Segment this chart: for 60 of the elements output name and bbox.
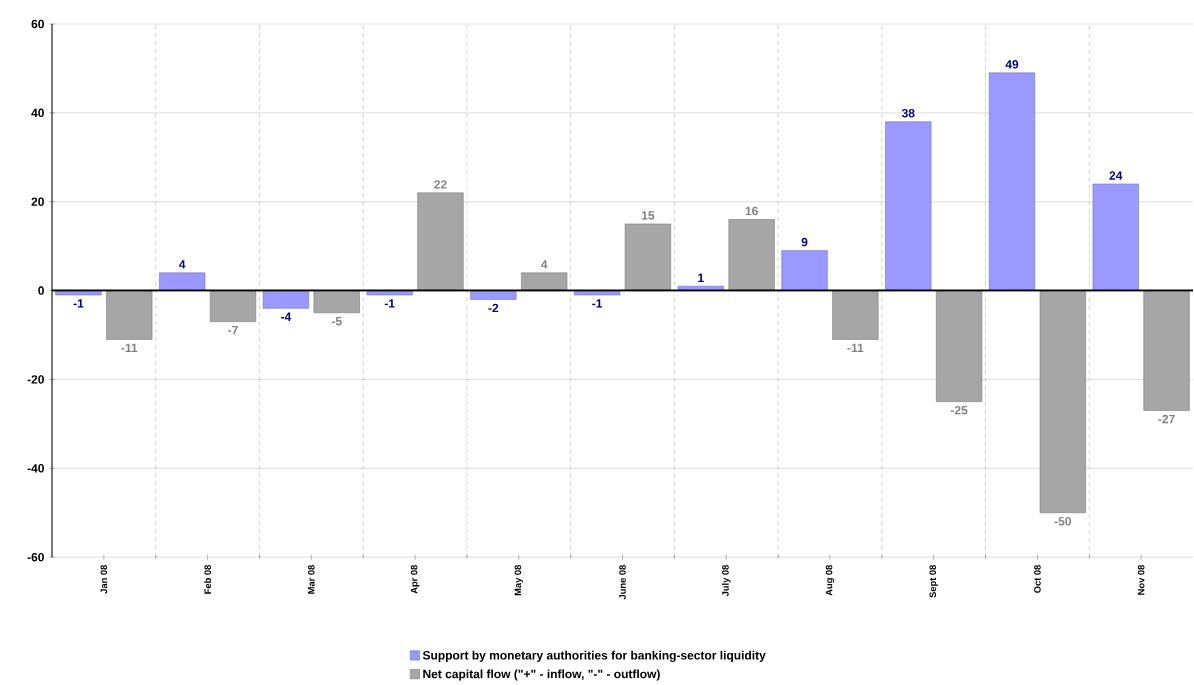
- x-tick-label: Nov 08: [1137, 564, 1145, 595]
- bar: [781, 250, 828, 291]
- x-tick-label: Aug 08: [825, 564, 835, 596]
- data-label: 49: [1005, 59, 1019, 69]
- bar: [832, 290, 879, 340]
- y-tick-label: 0: [38, 286, 44, 295]
- data-label: -50: [1054, 516, 1072, 526]
- x-tick-label: Jan 08: [100, 564, 108, 594]
- data-label: -11: [847, 343, 864, 352]
- bar: [106, 290, 153, 340]
- data-label: -4: [281, 312, 292, 321]
- bar: [417, 192, 464, 291]
- bar: [313, 290, 360, 313]
- x-tick-label: June 08: [619, 564, 626, 600]
- bar: [1143, 290, 1190, 411]
- data-label: 15: [642, 211, 655, 220]
- x-tick-label: Mar 08: [308, 564, 315, 594]
- data-label: 9: [801, 237, 808, 247]
- y-tick-label: -20: [27, 374, 44, 384]
- data-label: -25: [950, 405, 968, 415]
- bar: [624, 223, 672, 291]
- x-tick-label: Sept 08: [929, 564, 938, 598]
- data-label: -5: [331, 316, 342, 326]
- bar: [677, 285, 724, 291]
- y-tick-label: 60: [31, 19, 44, 29]
- bar: [209, 290, 257, 322]
- data-label: -2: [488, 303, 499, 312]
- x-tick-label: May 08: [514, 564, 524, 595]
- data-label: 16: [745, 206, 758, 216]
- legend-label: Support by monetary authorities for banking-sector liquidity: [422, 650, 766, 662]
- y-tick-label: 20: [31, 197, 44, 206]
- data-label: 38: [901, 108, 915, 118]
- x-tick-label: Oct 08: [1034, 564, 1041, 593]
- bar: [262, 290, 309, 309]
- bar: [521, 272, 568, 291]
- data-label: -27: [1158, 414, 1175, 423]
- x-tick-label: Feb 08: [204, 564, 212, 594]
- data-label: 1: [698, 273, 704, 282]
- y-tick-label: 40: [31, 108, 44, 117]
- bar: [936, 290, 983, 402]
- bar: [159, 272, 206, 291]
- x-tick-label: July 08: [721, 564, 731, 596]
- data-label: -1: [73, 299, 84, 308]
- data-label: -1: [592, 299, 603, 308]
- bar: [988, 72, 1036, 291]
- y-tick-label: -40: [27, 463, 44, 473]
- data-label: 24: [1109, 171, 1123, 180]
- y-tick-label: -60: [27, 552, 44, 562]
- bar: [885, 121, 932, 291]
- data-label: 22: [434, 179, 447, 189]
- data-label: -1: [384, 299, 395, 308]
- bar: [1039, 290, 1086, 513]
- bar: [1092, 183, 1139, 291]
- legend-label: Net capital flow ("+" - inflow, "-" - outflow): [423, 669, 660, 681]
- data-label: -7: [228, 325, 238, 334]
- x-tick-label: Apr 08: [410, 564, 420, 594]
- data-label: -11: [121, 343, 138, 352]
- data-label: 4: [179, 260, 186, 269]
- bar: [728, 219, 775, 291]
- data-label: 4: [541, 260, 548, 269]
